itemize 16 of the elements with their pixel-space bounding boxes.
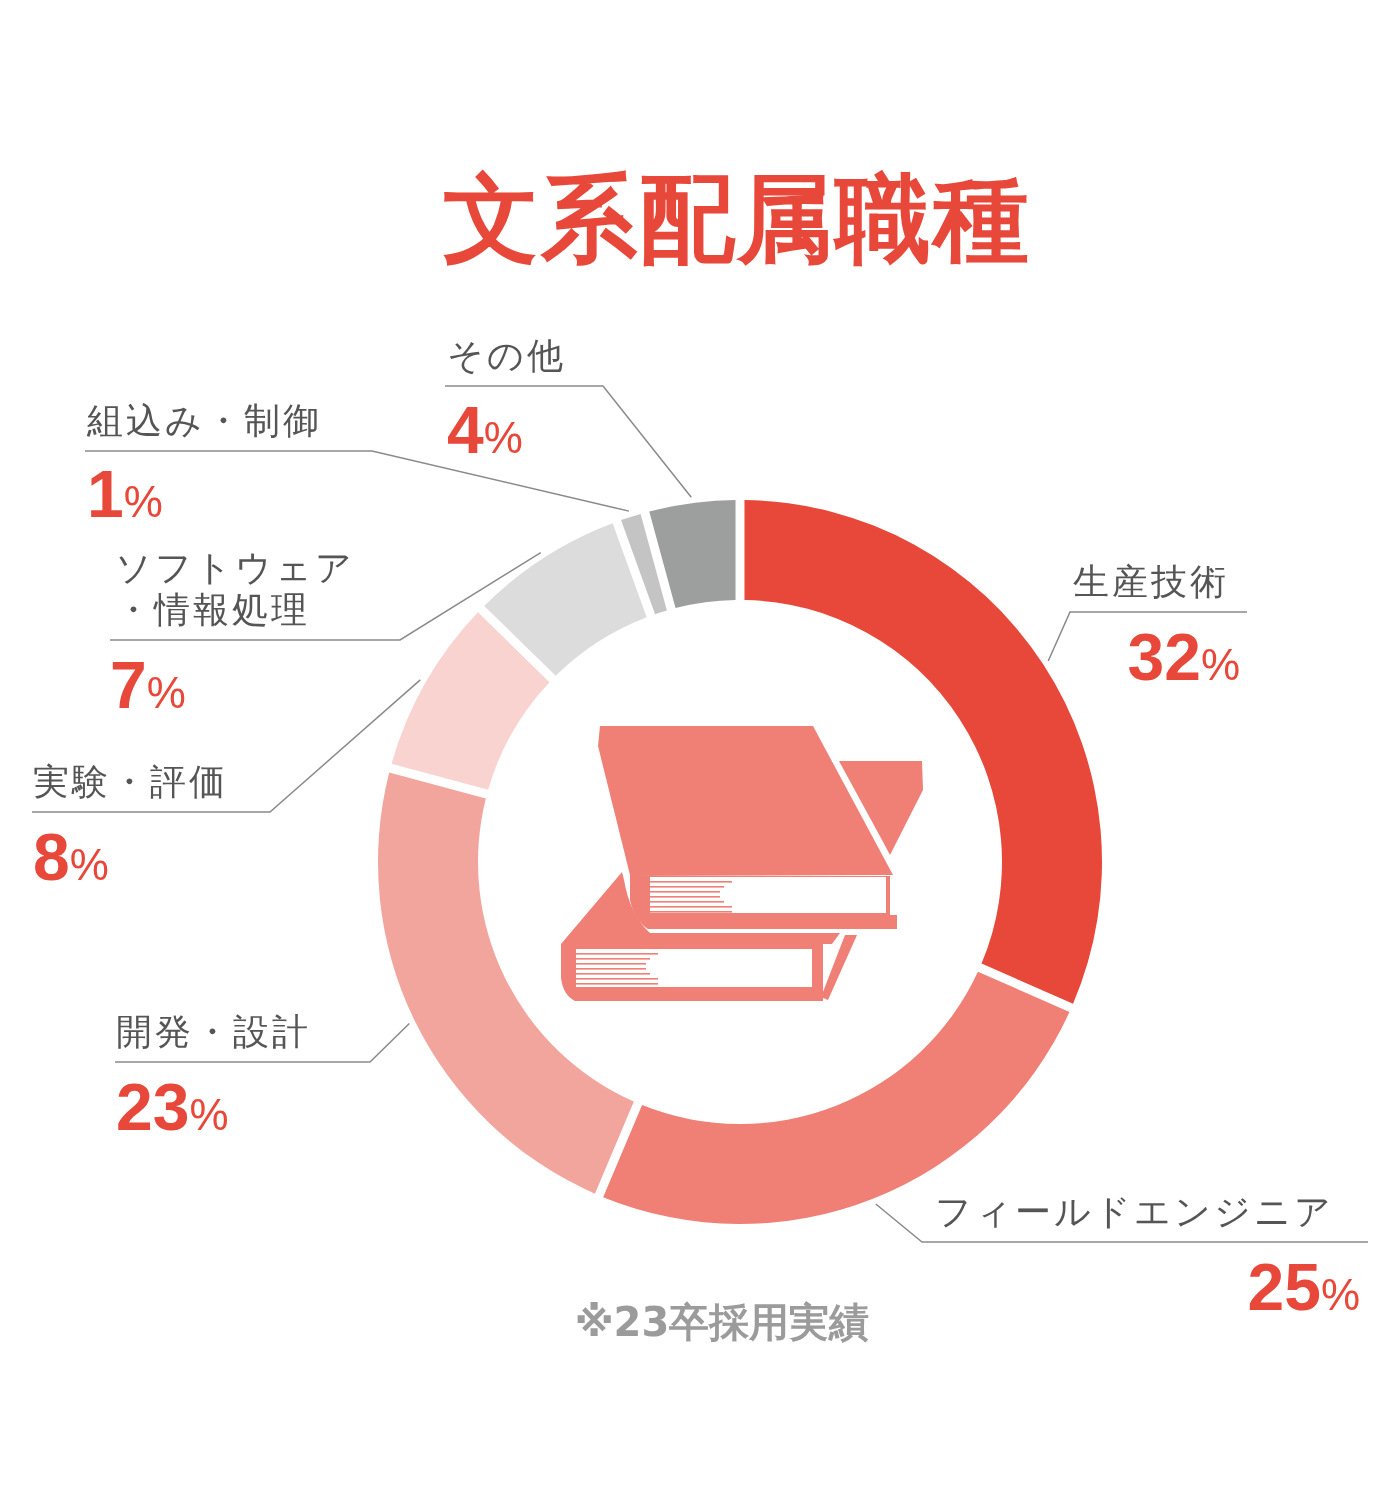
slice-label: 組込み・制御 [86,400,322,441]
data-label: 7% [110,648,186,722]
data-label: 23% [116,1070,229,1144]
slice-label: 生産技術 [1073,561,1229,602]
data-label: 1% [87,457,163,531]
slice-label: その他 [447,335,566,376]
chart-title: 文系配属職種 [443,163,1031,275]
slice-label: フィールドエンジニア [935,1191,1334,1232]
slice-label: ソフトウェア・情報処理 [115,547,355,630]
slice-label: 実験・評価 [33,761,228,802]
data-label: 8% [33,820,109,894]
text: ※23卒採用実績 [574,1299,870,1345]
slice-label: 開発・設計 [116,1011,311,1052]
data-label: 4% [447,393,523,467]
data-label: 25% [1247,1250,1360,1324]
data-label: 32% [1127,620,1240,694]
